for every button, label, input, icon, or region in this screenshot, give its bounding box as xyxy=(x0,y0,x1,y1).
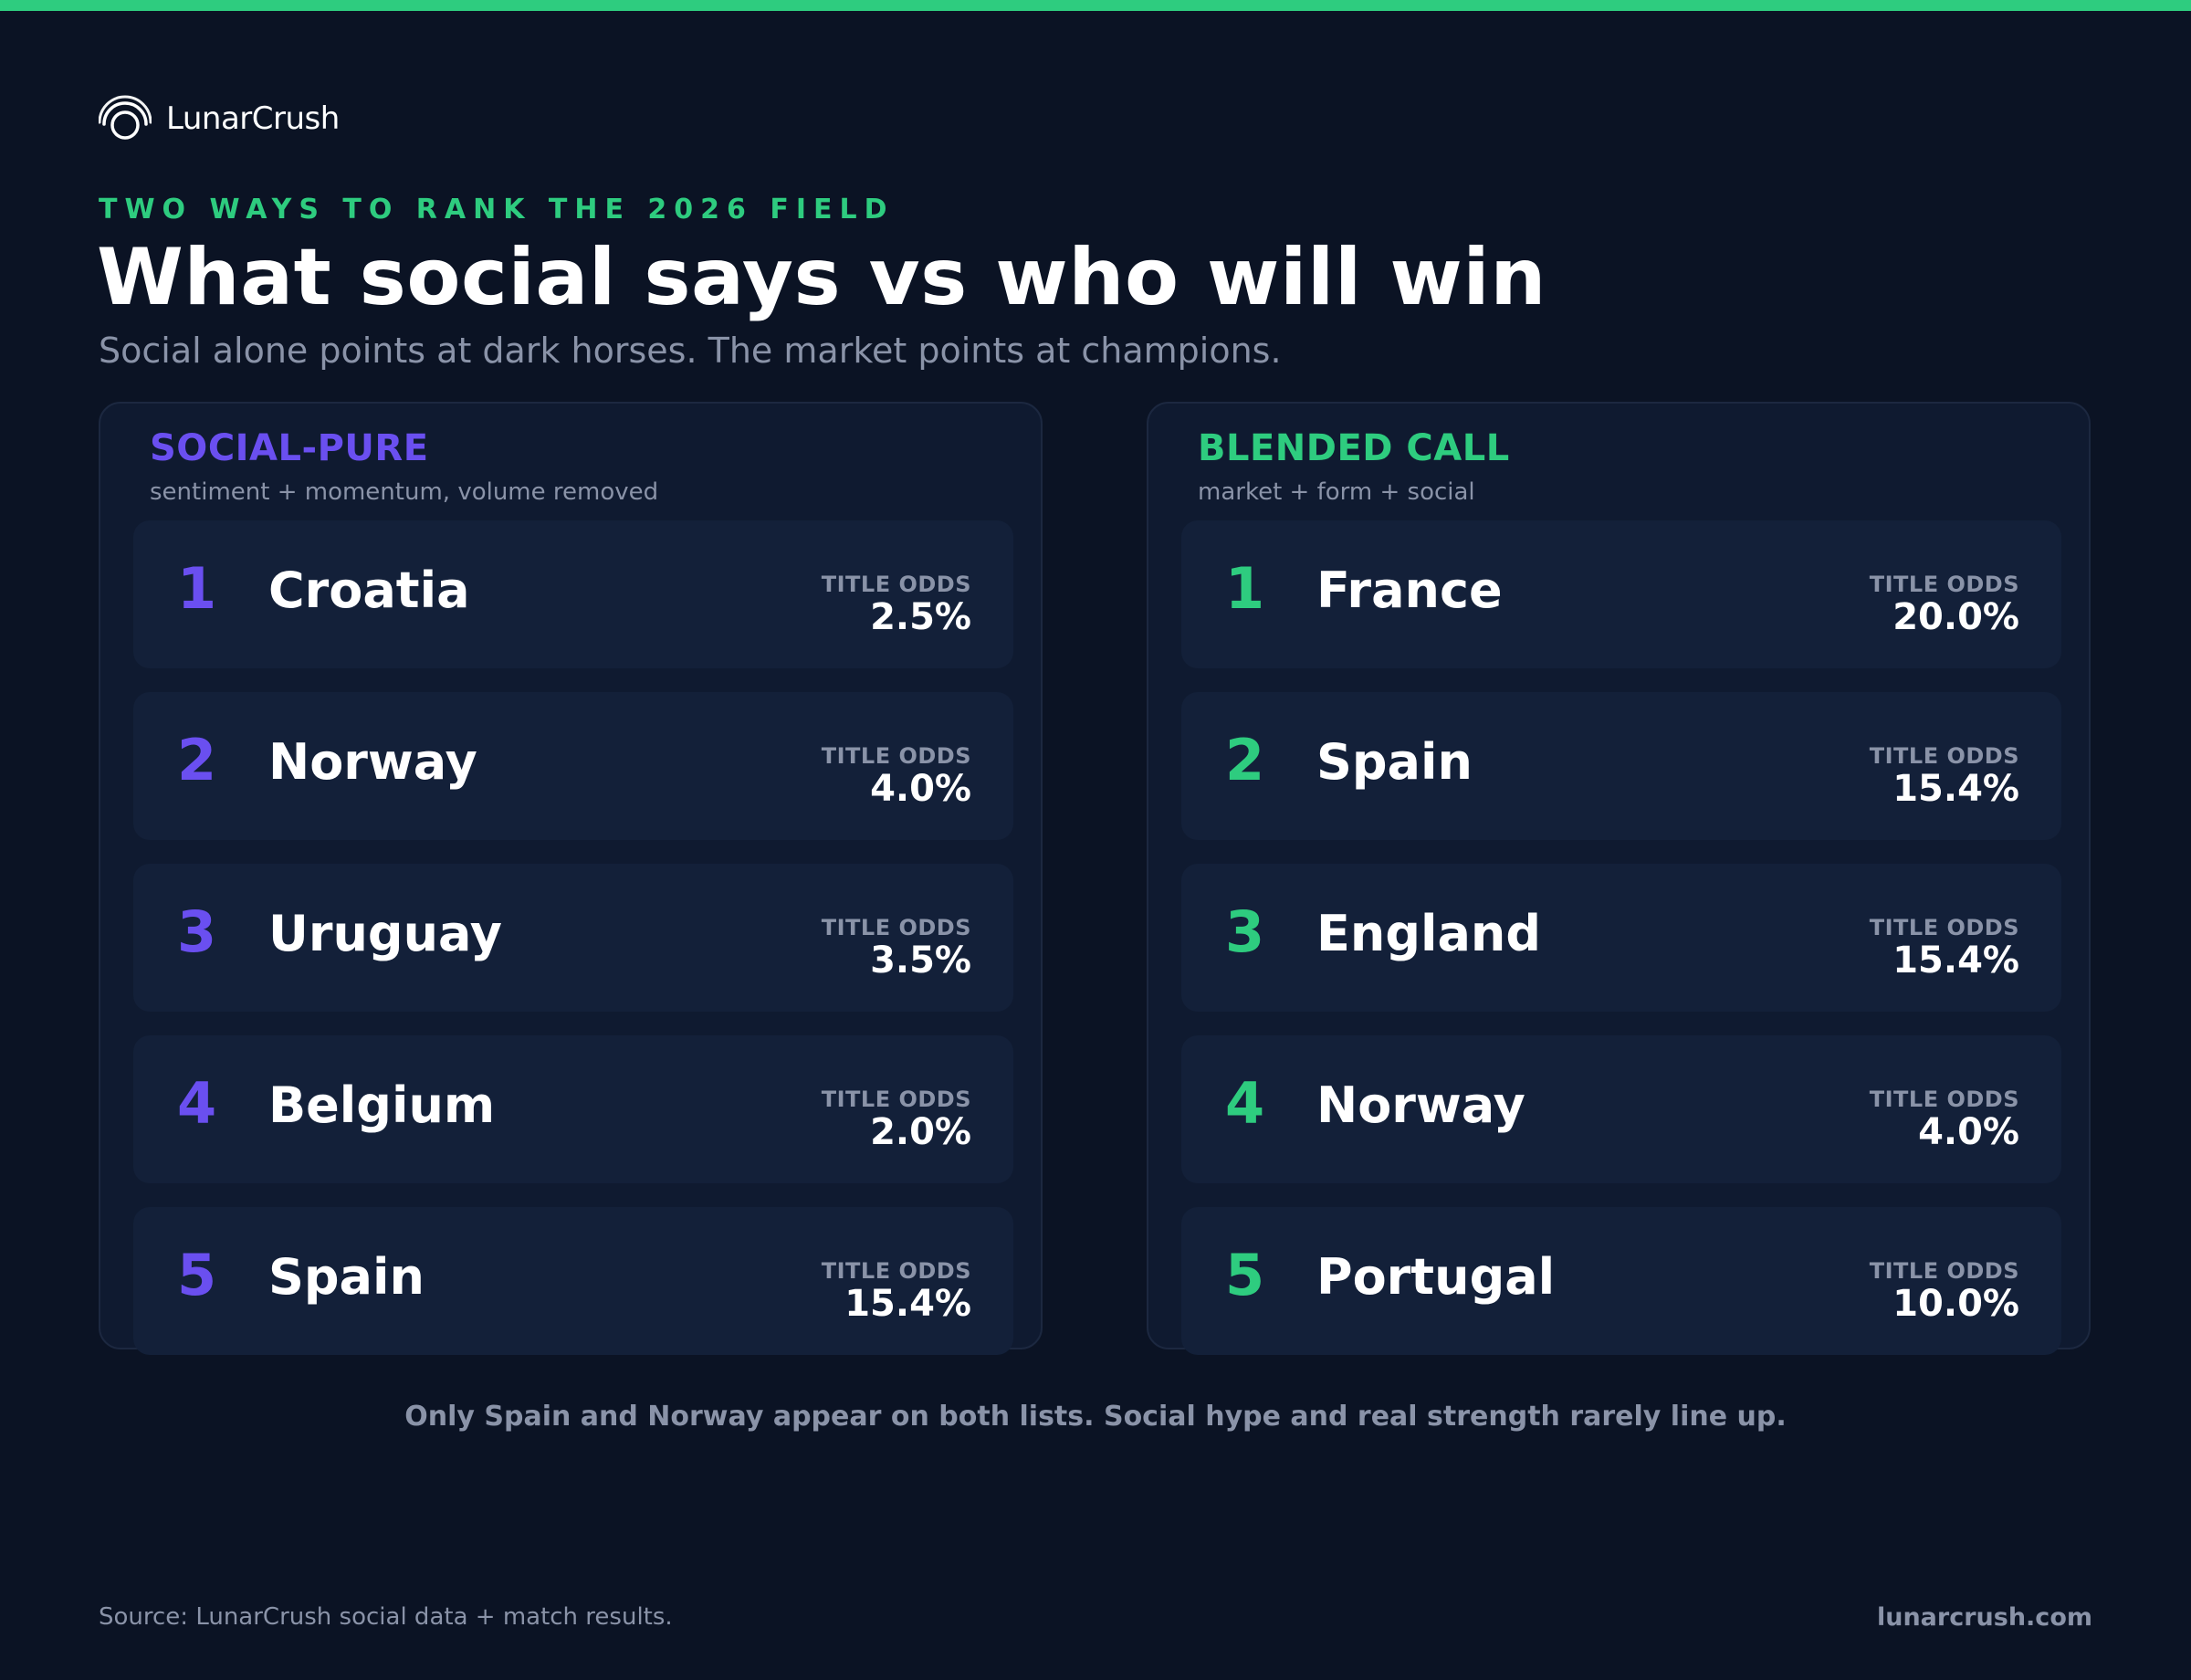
odds-label: TITLE ODDS xyxy=(821,915,971,940)
ranking-row: 4 Belgium TITLE ODDS 2.0% xyxy=(133,1035,1013,1183)
logo: LunarCrush xyxy=(99,93,340,144)
rank-number: 5 xyxy=(177,1242,217,1308)
ranking-list: 1 France TITLE ODDS 20.0% 2 Spain TITLE … xyxy=(1181,520,2061,1379)
ranking-row: 3 Uruguay TITLE ODDS 3.5% xyxy=(133,864,1013,1012)
odds-value: 2.5% xyxy=(870,596,971,638)
odds-label: TITLE ODDS xyxy=(1869,915,2019,940)
odds-value: 4.0% xyxy=(870,768,971,810)
odds-value: 4.0% xyxy=(1918,1111,2019,1153)
panel-title: SOCIAL-PURE xyxy=(150,427,429,469)
ranking-row: 1 Croatia TITLE ODDS 2.5% xyxy=(133,520,1013,668)
odds-label: TITLE ODDS xyxy=(821,1087,971,1112)
page-title: What social says vs who will win xyxy=(97,232,1546,323)
odds-value: 2.0% xyxy=(870,1111,971,1153)
odds-value: 15.4% xyxy=(1892,940,2019,982)
lunarcrush-logo-icon xyxy=(99,95,152,140)
odds-value: 15.4% xyxy=(1892,768,2019,810)
ranking-list: 1 Croatia TITLE ODDS 2.5% 2 Norway TITLE… xyxy=(133,520,1013,1379)
team-name: Belgium xyxy=(268,1076,496,1134)
odds-value: 20.0% xyxy=(1892,596,2019,638)
team-name: Norway xyxy=(268,733,477,791)
rank-number: 1 xyxy=(177,555,217,622)
team-name: Croatia xyxy=(268,562,470,619)
panel-title: BLENDED CALL xyxy=(1198,427,1510,469)
ranking-row: 5 Portugal TITLE ODDS 10.0% xyxy=(1181,1207,2061,1355)
odds-label: TITLE ODDS xyxy=(821,572,971,597)
ranking-row: 5 Spain TITLE ODDS 15.4% xyxy=(133,1207,1013,1355)
ranking-row: 4 Norway TITLE ODDS 4.0% xyxy=(1181,1035,2061,1183)
ranking-row: 2 Spain TITLE ODDS 15.4% xyxy=(1181,692,2061,840)
odds-value: 3.5% xyxy=(870,940,971,982)
team-name: France xyxy=(1316,562,1503,619)
team-name: Spain xyxy=(1316,733,1473,791)
social-pure-panel: SOCIAL-PURE sentiment + momentum, volume… xyxy=(99,402,1043,1355)
logo-wordmark: LunarCrush xyxy=(166,100,340,137)
comparison-note: Only Spain and Norway appear on both lis… xyxy=(404,1401,1787,1433)
panel-subtitle: sentiment + momentum, volume removed xyxy=(150,478,659,506)
team-name: Norway xyxy=(1316,1076,1525,1134)
panel-subtitle: market + form + social xyxy=(1198,478,1475,506)
rank-number: 4 xyxy=(1225,1070,1265,1137)
odds-label: TITLE ODDS xyxy=(1869,1258,2019,1284)
rank-number: 2 xyxy=(1225,727,1265,793)
odds-value: 10.0% xyxy=(1892,1283,2019,1325)
rank-number: 5 xyxy=(1225,1242,1265,1308)
team-name: Spain xyxy=(268,1248,425,1306)
odds-label: TITLE ODDS xyxy=(1869,743,2019,769)
odds-label: TITLE ODDS xyxy=(821,1258,971,1284)
team-name: Portugal xyxy=(1316,1248,1556,1306)
rank-number: 2 xyxy=(177,727,217,793)
top-accent-bar xyxy=(0,0,2191,11)
rank-number: 1 xyxy=(1225,555,1265,622)
team-name: Uruguay xyxy=(268,905,502,962)
kicker: TWO WAYS TO RANK THE 2026 FIELD xyxy=(99,194,895,226)
ranking-row: 1 France TITLE ODDS 20.0% xyxy=(1181,520,2061,668)
blended-call-panel: BLENDED CALL market + form + social 1 Fr… xyxy=(1147,402,2091,1355)
odds-label: TITLE ODDS xyxy=(821,743,971,769)
ranking-row: 3 England TITLE ODDS 15.4% xyxy=(1181,864,2061,1012)
odds-value: 15.4% xyxy=(844,1283,971,1325)
ranking-row: 2 Norway TITLE ODDS 4.0% xyxy=(133,692,1013,840)
team-name: England xyxy=(1316,905,1542,962)
rank-number: 3 xyxy=(177,898,217,965)
rank-number: 4 xyxy=(177,1070,217,1137)
odds-label: TITLE ODDS xyxy=(1869,1087,2019,1112)
site-url: lunarcrush.com xyxy=(1876,1603,2092,1632)
rank-number: 3 xyxy=(1225,898,1265,965)
page-subtitle: Social alone points at dark horses. The … xyxy=(99,331,1282,371)
source-credit: Source: LunarCrush social data + match r… xyxy=(99,1603,673,1631)
odds-label: TITLE ODDS xyxy=(1869,572,2019,597)
